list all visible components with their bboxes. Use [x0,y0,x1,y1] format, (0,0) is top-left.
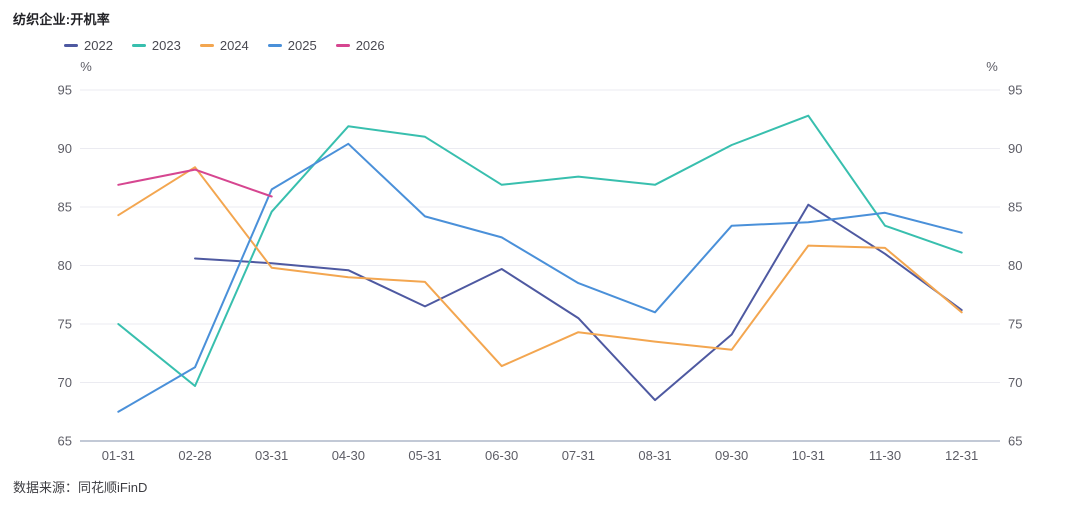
y-axis-label-left: 85 [58,200,72,215]
y-axis-label-left: 65 [58,434,72,449]
x-axis-label: 04-30 [332,448,365,463]
legend-item-2024[interactable]: 2024 [199,37,249,53]
series-line-2025[interactable] [117,142,963,413]
x-axis-label: 03-31 [255,448,288,463]
x-axis-label: 07-31 [562,448,595,463]
legend-label: 2024 [219,37,249,53]
y-axis-unit-right: % [986,59,998,74]
legend-marker-icon [335,43,350,47]
series-line-2026[interactable] [117,168,273,198]
legend-item-2022[interactable]: 2022 [64,38,113,53]
chart-title: 纺织企业:开机率 [13,12,110,27]
y-axis-label-right: 75 [1008,317,1022,332]
y-axis-label-right: 70 [1008,375,1022,390]
y-axis-label-left: 70 [58,375,72,390]
y-axis-label-right: 65 [1008,434,1022,449]
legend-item-2025[interactable]: 2025 [267,37,317,53]
y-axis-unit-left: % [80,59,92,74]
y-axis-label-right: 85 [1008,200,1022,215]
x-axis-label: 11-30 [869,448,901,463]
x-axis-label: 10-31 [792,448,825,463]
y-axis-label-left: 95 [58,83,72,98]
y-axis-label-left: 80 [58,258,72,273]
x-axis-label: 09-30 [715,448,748,463]
chart-legend: 2022 2023 2024 2025 2026 [64,37,404,53]
legend-item-2023[interactable]: 2023 [131,37,181,53]
legend-label: 2022 [84,37,113,53]
legend-label: 2023 [151,37,181,53]
legend-marker-icon [64,43,78,47]
data-source-label: 数据来源：同花顺iFinD [13,480,148,495]
series-line-2022[interactable] [194,203,963,402]
x-axis-label: 08-31 [638,448,671,463]
y-axis-label-right: 80 [1008,258,1022,273]
legend-label: 2025 [287,37,317,53]
legend-item-2026[interactable]: 2026 [335,37,385,53]
y-axis-label-right: 95 [1008,83,1022,98]
x-axis-label: 05-31 [408,448,441,463]
y-axis-label-right: 90 [1008,141,1022,156]
legend-label: 2026 [355,37,385,53]
legend-marker-icon [131,43,146,47]
x-axis-label: 01-31 [102,448,135,463]
series-line-2023[interactable] [117,114,963,387]
legend-marker-icon [267,43,282,47]
x-axis-label: 12-31 [945,448,978,463]
x-axis-label: 06-30 [485,448,518,463]
y-axis-label-left: 90 [58,141,72,156]
legend-marker-icon [199,43,214,47]
y-axis-label-left: 75 [58,317,72,332]
series-line-2024[interactable] [117,166,963,368]
x-axis-label: 02-28 [178,448,211,463]
